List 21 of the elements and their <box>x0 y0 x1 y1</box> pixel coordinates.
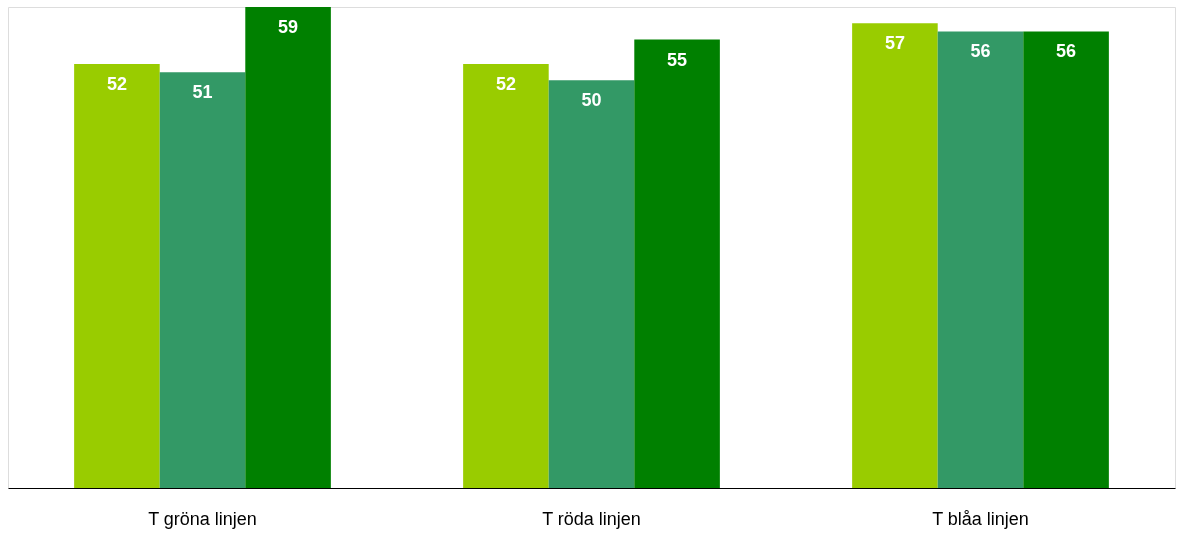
data-label: 56 <box>970 41 991 62</box>
data-label: 52 <box>495 74 516 95</box>
bar <box>463 64 549 488</box>
data-label: 55 <box>667 49 688 70</box>
bar <box>852 23 938 488</box>
bar <box>159 72 246 488</box>
bar <box>937 31 1024 488</box>
x-tick-label: T blåa linjen <box>932 508 1029 529</box>
bar <box>1023 31 1109 488</box>
bar <box>548 80 635 488</box>
data-label: 56 <box>1056 41 1077 62</box>
bar <box>245 7 331 488</box>
data-label: 59 <box>278 17 299 37</box>
data-label: 50 <box>581 90 602 111</box>
x-tick-label: T röda linjen <box>542 508 641 529</box>
bar <box>74 64 160 488</box>
data-label: 52 <box>106 74 127 95</box>
data-label: 51 <box>192 82 213 103</box>
data-label: 57 <box>884 33 905 54</box>
bar <box>634 39 720 488</box>
x-tick-label: T gröna linjen <box>148 508 257 529</box>
